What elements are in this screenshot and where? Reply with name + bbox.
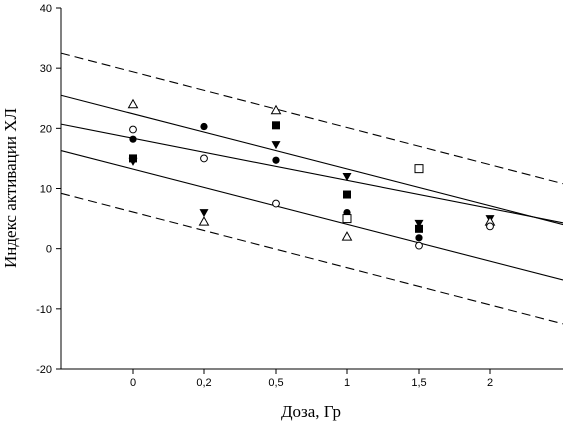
- y-ticks: -20 -10 0 10 20 30 40: [36, 3, 61, 376]
- regression-line: [60, 123, 563, 224]
- prediction-upper-line: [60, 52, 563, 185]
- y-tick-label: 0: [46, 244, 52, 256]
- y-tick-label: -20: [36, 364, 52, 376]
- x-tick-label: 1,5: [411, 377, 426, 389]
- data-point: [341, 231, 353, 241]
- data-point: [199, 209, 209, 218]
- x-axis-title: Доза, Гр: [281, 402, 341, 421]
- regression-lines: [60, 52, 563, 325]
- data-point: [129, 135, 137, 143]
- data-points: [127, 98, 496, 250]
- data-point: [414, 164, 424, 174]
- x-tick-label: 0: [130, 377, 136, 389]
- data-point: [414, 219, 424, 228]
- data-point: [200, 154, 208, 163]
- data-point: [342, 214, 352, 224]
- x-tick-label: 2: [487, 377, 493, 389]
- data-point: [486, 222, 494, 231]
- y-tick-label: 20: [40, 123, 52, 135]
- x-ticks: 0 0,2 0,5 1 1,5 2: [130, 369, 493, 389]
- y-tick-label: 30: [40, 63, 52, 75]
- data-point: [343, 190, 351, 199]
- data-point: [272, 121, 280, 130]
- y-tick-label: 40: [40, 3, 52, 15]
- data-point: [272, 156, 280, 164]
- data-point: [200, 122, 208, 131]
- confidence-upper-line: [60, 94, 563, 226]
- data-point: [270, 104, 282, 115]
- data-point: [198, 216, 210, 226]
- data-point: [415, 224, 423, 233]
- y-tick-label: -10: [36, 304, 52, 316]
- x-tick-label: 0,2: [196, 377, 211, 389]
- prediction-lower-line: [60, 192, 563, 325]
- data-point: [415, 241, 423, 250]
- data-point: [272, 199, 280, 208]
- x-tick-label: 0,5: [268, 377, 283, 389]
- data-point: [127, 98, 139, 109]
- data-point: [415, 234, 423, 242]
- y-axis-title: Индекс активации ХЛ: [1, 108, 20, 268]
- x-tick-label: 1: [344, 377, 350, 389]
- y-tick-label: 10: [40, 184, 52, 196]
- data-point: [128, 157, 138, 166]
- data-point: [129, 125, 137, 134]
- data-point: [271, 141, 281, 150]
- data-point: [342, 172, 352, 181]
- confidence-lower-line: [60, 150, 563, 281]
